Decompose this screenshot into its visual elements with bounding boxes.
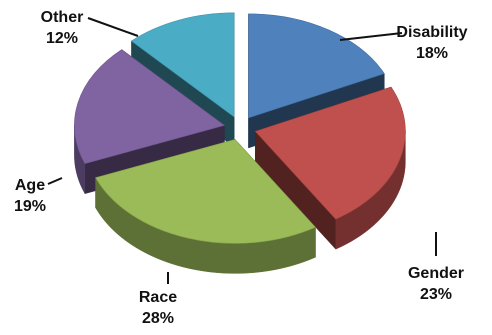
slice-top-face	[74, 49, 226, 165]
leader-line	[87, 17, 139, 37]
percent-label: 23%	[420, 286, 452, 303]
percent-label: 18%	[416, 45, 448, 62]
pie-labels: Disability 18% Gender 23% Race 28% Age 19% Other…	[14, 9, 468, 327]
slice-gender	[254, 86, 406, 250]
label-other: Other 12%	[41, 9, 139, 47]
label-disability: Disability 18%	[339, 24, 468, 62]
slice-top-face	[95, 139, 316, 244]
label-race: Race 28%	[139, 272, 177, 327]
category-label: Disability	[396, 24, 467, 41]
category-label: Gender	[408, 265, 464, 282]
slice-top-face	[130, 12, 235, 118]
percent-label: 19%	[14, 198, 46, 215]
leader-line	[339, 32, 403, 41]
category-label: Age	[15, 177, 45, 194]
category-label: Race	[139, 289, 177, 306]
slice-top-face	[254, 86, 406, 220]
label-age: Age 19%	[14, 177, 63, 215]
leader-line	[47, 177, 63, 185]
label-gender: Gender 23%	[408, 232, 464, 303]
percent-label: 28%	[142, 310, 174, 327]
category-label: Other	[41, 9, 84, 26]
slice-top-face	[248, 13, 385, 119]
percent-label: 12%	[46, 30, 78, 47]
pie-slices	[74, 12, 406, 274]
slice-race	[95, 138, 316, 274]
